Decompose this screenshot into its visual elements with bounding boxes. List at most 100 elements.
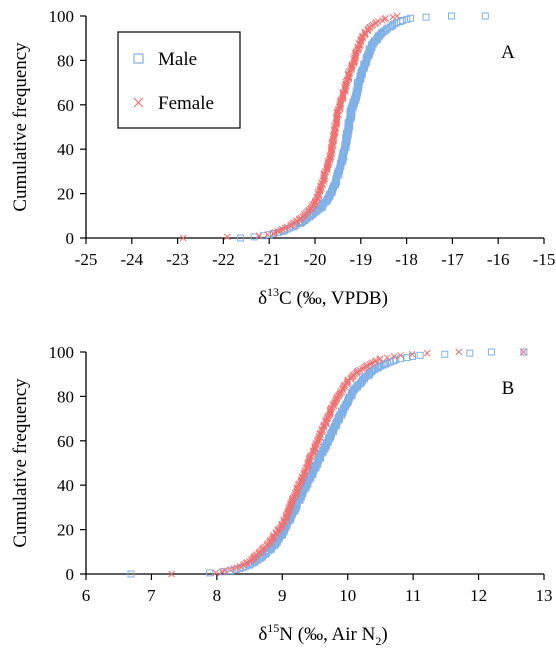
data-point-female bbox=[274, 527, 282, 535]
x-tick-label: 8 bbox=[213, 586, 222, 605]
x-axis-title-sup: 15 bbox=[267, 621, 279, 635]
x-tick-label: -19 bbox=[349, 250, 372, 269]
data-point-male bbox=[520, 348, 528, 356]
y-axis-title: Cumulative frequency bbox=[10, 378, 31, 548]
y-tick-label: 80 bbox=[57, 51, 74, 70]
y-tick-label: 60 bbox=[57, 432, 74, 451]
x-tick-label: -15 bbox=[533, 250, 556, 269]
x-tick-label: -25 bbox=[75, 250, 98, 269]
data-point-male bbox=[389, 21, 397, 29]
x-axis-title-delta: δ bbox=[258, 624, 267, 645]
data-point-male bbox=[399, 16, 407, 24]
data-point-female bbox=[212, 569, 220, 577]
legend-label: Female bbox=[158, 93, 214, 114]
data-point-female bbox=[301, 466, 309, 474]
data-point-female bbox=[348, 63, 356, 70]
y-tick-label: 40 bbox=[57, 140, 74, 159]
x-tick-label: -24 bbox=[120, 250, 143, 269]
x-axis-title-delta: δ bbox=[258, 288, 267, 309]
data-point-female bbox=[339, 91, 347, 98]
y-tick-label: 20 bbox=[57, 521, 74, 540]
data-point-male bbox=[416, 351, 424, 359]
y-tick-label: 80 bbox=[57, 387, 74, 406]
data-point-female bbox=[179, 234, 187, 242]
data-point-male bbox=[390, 357, 398, 365]
data-point-male bbox=[448, 12, 456, 20]
data-point-female bbox=[304, 460, 312, 468]
series-female bbox=[168, 348, 527, 578]
data-point-female bbox=[350, 56, 358, 63]
chart-panel-B: 6 7 8 9 10 11 12 13 0 20 40 60 80 100 Cumulative frequ… bbox=[10, 343, 553, 648]
data-point-male bbox=[441, 350, 449, 358]
x-tick-label: -20 bbox=[304, 250, 327, 269]
data-point-female bbox=[397, 351, 404, 359]
series-male bbox=[127, 348, 528, 578]
data-point-female bbox=[168, 570, 175, 578]
data-point-male bbox=[206, 569, 214, 577]
data-point-female bbox=[520, 348, 527, 356]
data-point-male bbox=[237, 234, 245, 242]
data-point-female bbox=[393, 12, 401, 20]
y-tick-label: 0 bbox=[66, 229, 75, 248]
y-tick-label: 40 bbox=[57, 476, 74, 495]
data-point-female bbox=[423, 349, 431, 357]
x-tick-label: -17 bbox=[441, 250, 464, 269]
x-tick-label: 10 bbox=[339, 586, 356, 605]
data-point-male bbox=[219, 568, 227, 576]
data-point-female bbox=[221, 567, 228, 575]
x-tick-label: 7 bbox=[147, 586, 156, 605]
legend-box bbox=[117, 31, 241, 129]
series-female bbox=[179, 12, 401, 242]
x-tick-label: -23 bbox=[166, 250, 189, 269]
y-tick-label: 100 bbox=[49, 7, 75, 26]
data-point-male bbox=[466, 349, 474, 357]
data-point-male bbox=[407, 14, 415, 22]
legend-marker-male bbox=[133, 53, 144, 64]
legend-label: Male bbox=[158, 49, 197, 70]
x-tick-label: 11 bbox=[405, 586, 421, 605]
data-point-female bbox=[290, 219, 298, 227]
x-tick-label: -22 bbox=[212, 250, 235, 269]
data-point-female bbox=[333, 395, 341, 403]
x-tick-label: -18 bbox=[395, 250, 418, 269]
data-point-female bbox=[383, 354, 391, 361]
data-point-male bbox=[487, 348, 495, 356]
data-point-male bbox=[481, 12, 489, 20]
data-point-female bbox=[389, 13, 397, 21]
data-point-female bbox=[359, 32, 366, 40]
data-point-male bbox=[403, 15, 411, 23]
legend: Male Female bbox=[117, 31, 241, 129]
x-tick-label: 13 bbox=[536, 586, 553, 605]
data-point-female bbox=[374, 18, 382, 25]
data-point-female bbox=[366, 23, 374, 31]
x-axis-title-main: N (‰, Air N bbox=[279, 624, 375, 645]
data-point-female bbox=[344, 377, 351, 385]
data-point-female bbox=[376, 355, 384, 363]
chart-panel-A: -25 -24 -23 -22 -21 -20 -19 -18 -17 -16 -15 0 20 40 60… bbox=[10, 7, 555, 309]
data-point-female bbox=[408, 350, 416, 358]
data-point-female bbox=[369, 21, 377, 29]
y-tick-label: 60 bbox=[57, 96, 74, 115]
x-axis-title: δ13C (‰, VPDB) bbox=[258, 285, 388, 309]
data-point-female bbox=[357, 37, 365, 45]
data-point-male bbox=[227, 567, 235, 575]
y-tick-label: 0 bbox=[66, 565, 75, 584]
x-axis-title-sub: 2 bbox=[375, 634, 381, 648]
data-point-female bbox=[354, 367, 362, 375]
x-tick-label: -21 bbox=[258, 250, 281, 269]
x-tick-label: 6 bbox=[82, 586, 91, 605]
data-point-female bbox=[455, 348, 463, 356]
y-tick-label: 100 bbox=[49, 343, 75, 362]
data-point-female bbox=[390, 353, 398, 360]
panel-label: B bbox=[502, 378, 515, 399]
data-point-female bbox=[382, 14, 389, 22]
x-axis-title-sup: 13 bbox=[267, 285, 279, 299]
data-point-female bbox=[223, 233, 231, 241]
data-point-female bbox=[269, 230, 277, 237]
y-tick-label: 20 bbox=[57, 185, 74, 204]
data-point-female bbox=[320, 172, 328, 179]
data-point-male bbox=[381, 360, 389, 368]
series-male bbox=[237, 12, 489, 242]
data-point-female bbox=[264, 231, 271, 239]
